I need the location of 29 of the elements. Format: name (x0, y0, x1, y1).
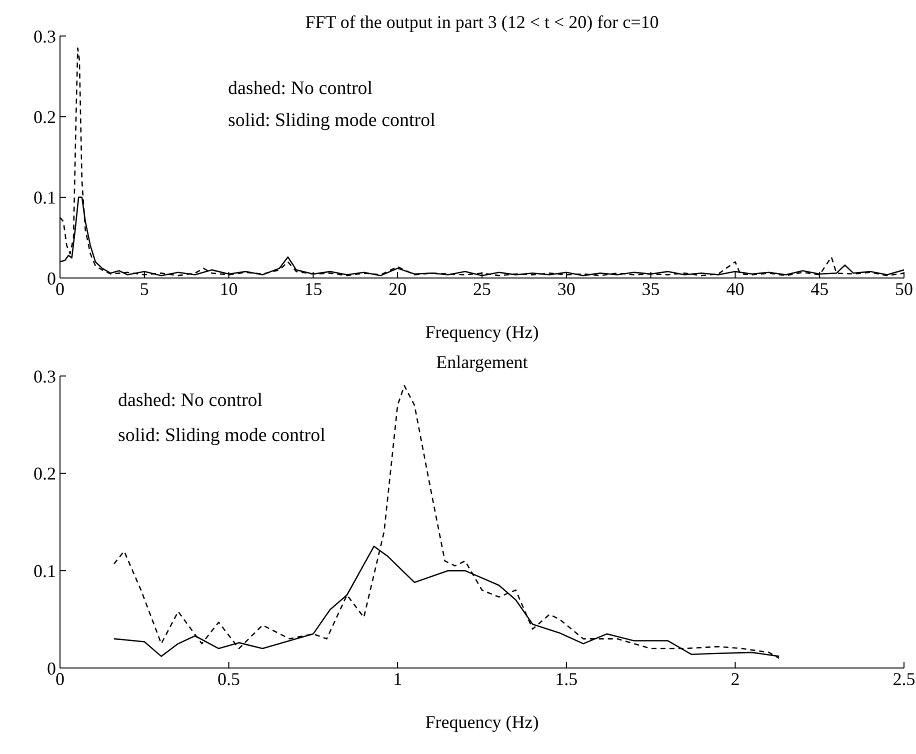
y-tick-label: 0.2 (34, 464, 56, 484)
y-tick-label: 0.1 (34, 188, 56, 208)
x-tick-label: 1 (393, 668, 402, 689)
x-axis-title: Frequency (Hz) (425, 712, 539, 732)
chart-title: Enlargement (436, 352, 528, 372)
x-tick-label: 2 (730, 668, 740, 689)
annotation: dashed: No control (228, 78, 373, 100)
x-tick-label: 0.5 (218, 668, 240, 689)
x-tick-label: 1.5 (555, 668, 578, 689)
x-tick-label: 20 (388, 278, 407, 299)
y-tick-label: 0.3 (34, 366, 56, 386)
y-tick-label: 0.2 (34, 107, 56, 128)
x-tick-label: 35 (642, 278, 660, 299)
chart-title: FFT of the output in part 3 (12 < t < 20) for c=10 (305, 12, 659, 32)
annotation: solid: Sliding mode control (118, 425, 326, 447)
annotation: solid: Sliding mode control (228, 110, 436, 132)
y-tick-label: 0.1 (34, 561, 56, 582)
x-tick-label: 30 (557, 278, 576, 299)
x-tick-label: 2.5 (892, 668, 916, 689)
x-tick-label: 45 (810, 278, 829, 299)
x-tick-label: 40 (726, 278, 744, 299)
y-tick-label: 0.3 (34, 26, 56, 46)
x-axis-title: Frequency (Hz) (425, 322, 539, 342)
x-tick-label: 5 (140, 278, 149, 299)
x-tick-label: 25 (473, 278, 491, 299)
x-tick-label: 10 (220, 278, 238, 299)
x-tick-label: 15 (304, 278, 322, 299)
annotation: dashed: No control (118, 390, 263, 412)
x-tick-label: 50 (895, 278, 913, 299)
